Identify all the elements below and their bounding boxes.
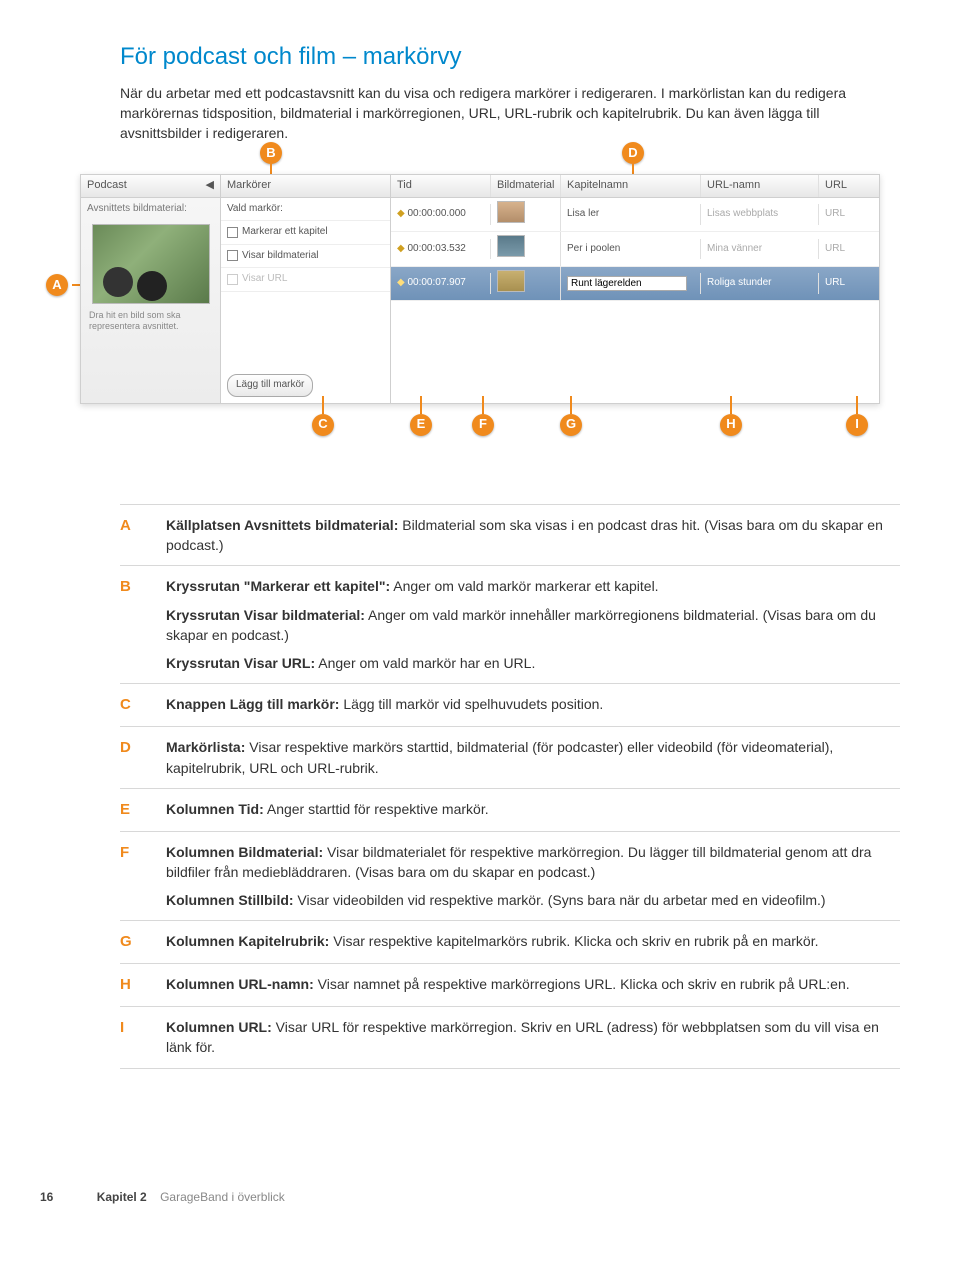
podcast-panel-header: Podcast ◀ (81, 175, 220, 198)
definition-body: Kolumnen Tid: Anger starttid för respekt… (166, 799, 900, 821)
page-title: För podcast och film – markörvy (120, 40, 900, 75)
definition-key: D (120, 737, 146, 778)
definition-body: Kolumnen Kapitelrubrik: Visar respektive… (166, 931, 900, 953)
definition-key: B (120, 576, 146, 673)
callout-a: A (46, 274, 68, 296)
definition-key: A (120, 515, 146, 556)
definition-row: C Knappen Lägg till markör: Lägg till mar… (120, 684, 900, 727)
definition-key: I (120, 1017, 146, 1058)
definition-row: D Markörlista: Visar respektive markörs s… (120, 727, 900, 789)
definition-row: BKryssrutan "Markerar ett kapitel": Ange… (120, 566, 900, 684)
shows-url-checkbox[interactable]: Visar URL (221, 268, 390, 292)
markers-panel: Markörer Vald markör: Markerar ett kapit… (221, 175, 391, 403)
definition-key: H (120, 974, 146, 996)
definition-body: Kryssrutan "Markerar ett kapitel": Anger… (166, 576, 900, 673)
time-cell[interactable]: 00:00:00.000 (391, 204, 491, 225)
definition-body: Källplatsen Avsnittets bildmaterial: Bil… (166, 515, 900, 556)
definition-body: Kolumnen Bildmaterial: Visar bildmateria… (166, 842, 900, 911)
definitions-table: A Källplatsen Avsnittets bildmaterial: Bi… (120, 504, 900, 1069)
col-chapter[interactable]: Kapitelnamn (561, 175, 701, 197)
chapter-cell[interactable]: Per i poolen (561, 239, 701, 260)
marker-row-selected[interactable]: 00:00:07.907 Roliga stunder URL (391, 267, 879, 302)
definition-row: H Kolumnen URL-namn: Visar namnet på resp… (120, 964, 900, 1007)
definition-row: E Kolumnen Tid: Anger starttid för respek… (120, 789, 900, 832)
callout-d: D (622, 142, 644, 164)
page-number: 16 (40, 1190, 53, 1204)
chapter-cell[interactable]: Lisa ler (561, 204, 701, 225)
col-url[interactable]: URL (819, 175, 879, 197)
artwork-cell[interactable] (491, 232, 561, 266)
definition-key: E (120, 799, 146, 821)
marker-row[interactable]: 00:00:03.532 Per i poolen Mina vänner UR… (391, 232, 879, 267)
callout-c: C (312, 414, 334, 436)
definition-body: Knappen Lägg till markör: Lägg till mark… (166, 694, 900, 716)
definition-body: Kolumnen URL: Visar URL för respektive m… (166, 1017, 900, 1058)
col-urlname[interactable]: URL-namn (701, 175, 819, 197)
definition-row: A Källplatsen Avsnittets bildmaterial: Bi… (120, 505, 900, 567)
shows-artwork-checkbox[interactable]: Visar bildmaterial (221, 245, 390, 269)
artwork-cell[interactable] (491, 267, 561, 301)
marker-list: Tid Bildmaterial Kapitelnamn URL-namn UR… (391, 175, 879, 403)
podcast-panel: Podcast ◀ Avsnittets bildmaterial: Dra h… (81, 175, 221, 403)
callout-e: E (410, 414, 432, 436)
intro-text: När du arbetar med ett podcastavsnitt ka… (120, 83, 900, 144)
url-cell[interactable]: URL (819, 273, 879, 294)
drop-hint: Dra hit en bild som ska representera avs… (89, 310, 212, 332)
callout-b: B (260, 142, 282, 164)
col-artwork[interactable]: Bildmaterial (491, 175, 561, 197)
chapter-title: GarageBand i överblick (160, 1190, 285, 1204)
col-time[interactable]: Tid (391, 175, 491, 197)
callout-f: F (472, 414, 494, 436)
definition-row: F Kolumnen Bildmaterial: Visar bildmateri… (120, 832, 900, 922)
chapter-input[interactable] (567, 276, 687, 291)
page-footer: 16 Kapitel 2 GarageBand i överblick (40, 1189, 900, 1206)
url-cell[interactable]: URL (819, 239, 879, 260)
urlname-cell[interactable]: Roliga stunder (701, 273, 819, 294)
chapter-label: Kapitel 2 (97, 1190, 147, 1204)
definition-key: C (120, 694, 146, 716)
time-cell[interactable]: 00:00:03.532 (391, 239, 491, 260)
add-marker-button[interactable]: Lägg till markör (227, 374, 313, 397)
urlname-cell[interactable]: Lisas webbplats (701, 204, 819, 225)
definition-key: G (120, 931, 146, 953)
screenshot-figure: A B D Podcast ◀ Avsnittets bildmaterial:… (80, 174, 900, 454)
marks-chapter-checkbox[interactable]: Markerar ett kapitel (221, 221, 390, 245)
definition-row: G Kolumnen Kapitelrubrik: Visar respektiv… (120, 921, 900, 964)
chapter-cell[interactable] (561, 273, 701, 295)
callout-g: G (560, 414, 582, 436)
definition-body: Markörlista: Visar respektive markörs st… (166, 737, 900, 778)
definition-key: F (120, 842, 146, 911)
marker-list-header: Tid Bildmaterial Kapitelnamn URL-namn UR… (391, 175, 879, 198)
episode-artwork-label: Avsnittets bildmaterial: (81, 198, 220, 221)
url-cell[interactable]: URL (819, 204, 879, 225)
episode-artwork-well[interactable] (92, 224, 210, 304)
time-cell[interactable]: 00:00:07.907 (391, 273, 491, 294)
callout-i: I (846, 414, 868, 436)
artwork-cell[interactable] (491, 198, 561, 232)
definition-row: I Kolumnen URL: Visar URL för respektive … (120, 1007, 900, 1069)
callout-h: H (720, 414, 742, 436)
definition-body: Kolumnen URL-namn: Visar namnet på respe… (166, 974, 900, 996)
urlname-cell[interactable]: Mina vänner (701, 239, 819, 260)
markers-panel-header: Markörer (221, 175, 390, 198)
selected-marker-label: Vald markör: (221, 198, 390, 222)
marker-row[interactable]: 00:00:00.000 Lisa ler Lisas webbplats UR… (391, 198, 879, 233)
